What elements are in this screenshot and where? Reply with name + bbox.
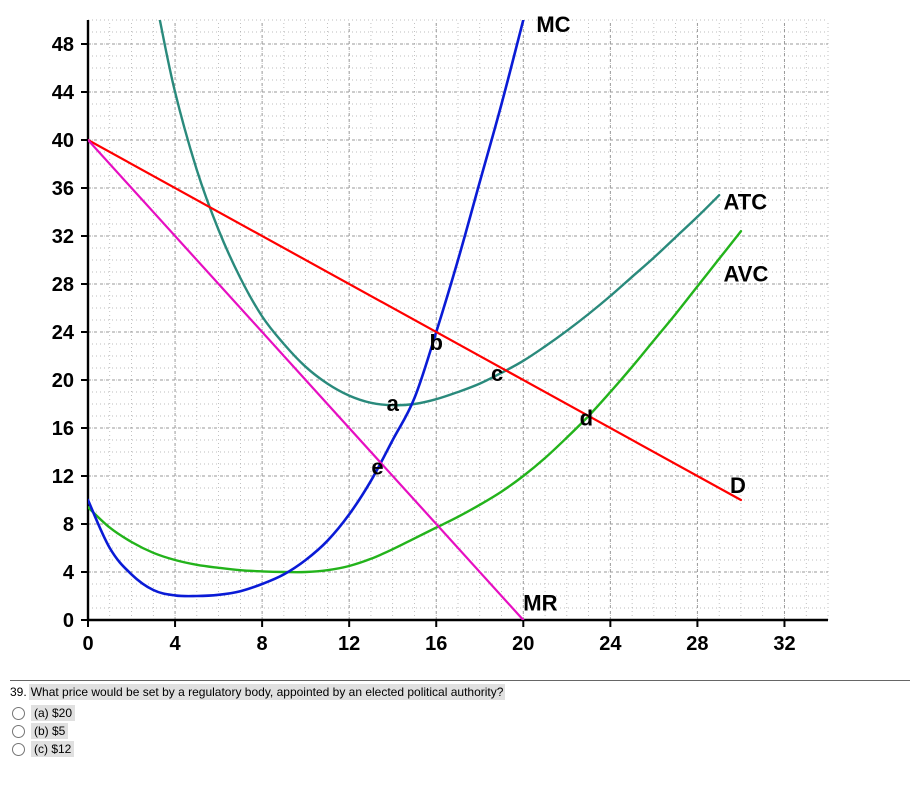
svg-text:32: 32: [52, 226, 74, 248]
svg-text:0: 0: [82, 633, 93, 655]
option-text: (c) $12: [31, 741, 74, 757]
svg-text:D: D: [730, 473, 746, 498]
svg-text:24: 24: [599, 633, 622, 655]
chart-svg: 04812162024283204812162024283236404448MC…: [10, 10, 850, 670]
svg-text:28: 28: [686, 633, 708, 655]
svg-text:8: 8: [257, 633, 268, 655]
option-row: (b) $5: [10, 723, 910, 739]
svg-text:32: 32: [773, 633, 795, 655]
question-separator: [10, 680, 910, 681]
svg-text:e: e: [371, 455, 383, 480]
cost-curves-chart: 04812162024283204812162024283236404448MC…: [10, 10, 850, 670]
svg-text:4: 4: [169, 633, 181, 655]
svg-text:48: 48: [52, 34, 74, 56]
svg-text:28: 28: [52, 274, 74, 296]
svg-text:16: 16: [52, 418, 74, 440]
svg-text:40: 40: [52, 130, 74, 152]
svg-text:c: c: [491, 361, 503, 386]
question-number: 39.: [10, 685, 27, 699]
svg-text:44: 44: [52, 82, 75, 104]
svg-text:d: d: [580, 405, 593, 430]
svg-text:20: 20: [52, 370, 74, 392]
svg-text:b: b: [430, 330, 443, 355]
question-line: 39.What price would be set by a regulato…: [10, 683, 910, 701]
option-text: (b) $5: [31, 723, 68, 739]
svg-text:0: 0: [63, 610, 74, 632]
option-radio[interactable]: [12, 707, 25, 720]
answer-options: (a) $20 (b) $5 (c) $12: [10, 705, 910, 757]
svg-text:8: 8: [63, 514, 74, 536]
option-radio[interactable]: [12, 725, 25, 738]
svg-text:AVC: AVC: [724, 262, 769, 287]
question-block: 39.What price would be set by a regulato…: [10, 680, 910, 757]
option-text: (a) $20: [31, 705, 75, 721]
svg-text:ATC: ATC: [724, 190, 768, 215]
svg-text:24: 24: [52, 322, 75, 344]
svg-text:a: a: [387, 391, 400, 416]
svg-text:4: 4: [63, 562, 75, 584]
svg-text:12: 12: [338, 633, 360, 655]
option-row: (c) $12: [10, 741, 910, 757]
question-text: What price would be set by a regulatory …: [29, 684, 506, 700]
option-row: (a) $20: [10, 705, 910, 721]
svg-text:16: 16: [425, 633, 447, 655]
svg-text:MC: MC: [536, 12, 570, 37]
svg-text:20: 20: [512, 633, 534, 655]
svg-text:36: 36: [52, 178, 74, 200]
svg-text:MR: MR: [523, 590, 557, 615]
option-radio[interactable]: [12, 743, 25, 756]
svg-text:12: 12: [52, 466, 74, 488]
